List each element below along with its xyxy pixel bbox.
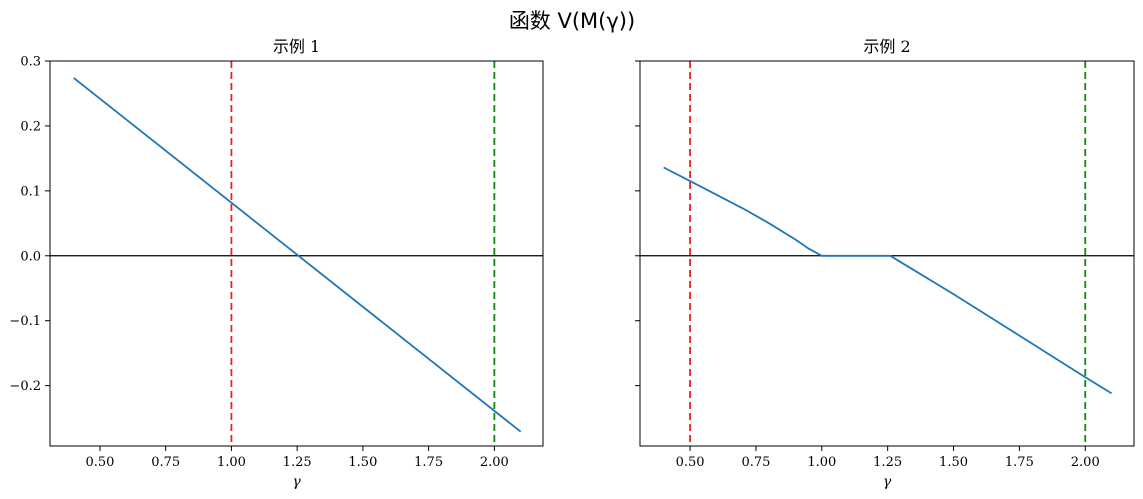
subplot-title: 示例 2	[863, 37, 910, 56]
x-axis-label: γ	[883, 474, 892, 490]
y-tick-label: −0.1	[9, 314, 41, 329]
subplot-example-2: 示例 2 0.50 0.75 1.00 1.25 1.50 1.75 2.00 γ	[635, 37, 1135, 490]
x-tick-label: 0.50	[85, 455, 114, 470]
plot-frame	[49, 60, 544, 447]
subplot-title: 示例 1	[273, 37, 320, 56]
x-tick-label: 1.25	[283, 455, 312, 470]
x-tick-label: 1.50	[939, 455, 968, 470]
figure-title: 函数 V(M(γ))	[509, 9, 635, 33]
y-tick-label: 0.2	[20, 119, 41, 134]
x-tick-label: 1.75	[1005, 455, 1034, 470]
series-line	[73, 77, 522, 433]
x-tick-label: 1.50	[348, 455, 377, 470]
x-tick-label: 2.00	[1071, 455, 1100, 470]
x-tick-label: 1.25	[873, 455, 902, 470]
y-tick-label: 0.1	[20, 184, 41, 199]
x-tick-label: 0.75	[741, 455, 770, 470]
x-tick-label: 0.50	[676, 455, 705, 470]
plot-frame	[639, 60, 1135, 447]
x-tick-label: 2.00	[480, 455, 509, 470]
x-tick-label: 1.75	[414, 455, 443, 470]
x-tick-label: 1.00	[217, 455, 246, 470]
y-tick-label: −0.2	[9, 379, 41, 394]
x-tick-label: 0.75	[151, 455, 180, 470]
x-tick-label: 1.00	[807, 455, 836, 470]
series-line	[663, 166, 1113, 395]
y-tick-label: 0.0	[20, 249, 41, 264]
subplot-example-1: 示例 1 0.50 0.75 1.00 1.25 1.50 1.75 2.00 0.3 0.2 0.…	[9, 37, 544, 490]
y-tick-label: 0.3	[20, 55, 41, 70]
x-axis-label: γ	[292, 474, 301, 490]
